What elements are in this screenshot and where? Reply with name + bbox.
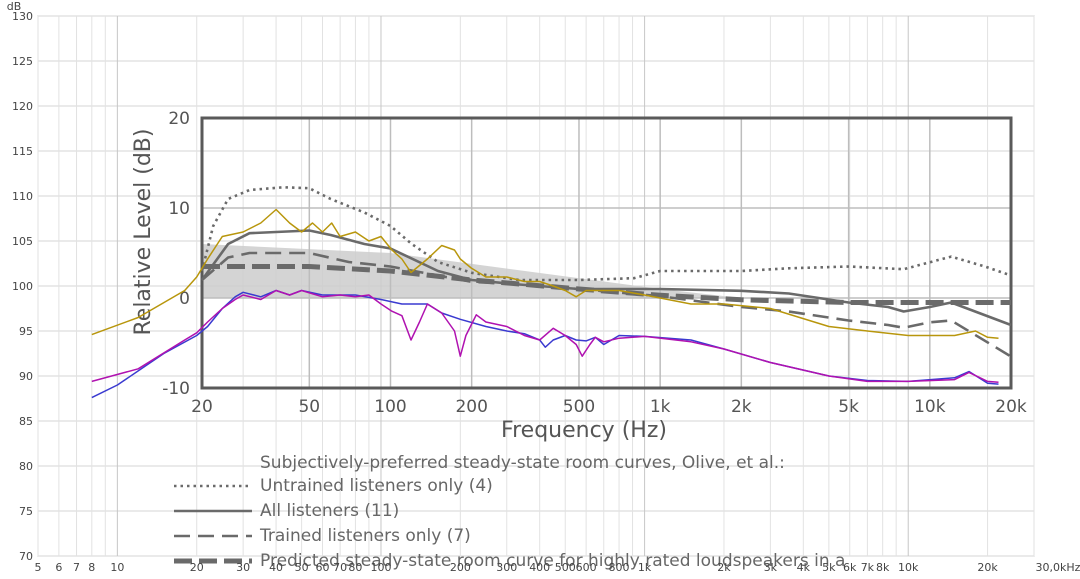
inner-x-tick-label: 1k [650, 397, 671, 417]
outer-y-tick-label: 75 [19, 505, 33, 518]
outer-y-tick-label: 100 [12, 280, 33, 293]
outer-y-tick-label: 120 [12, 100, 33, 113]
outer-x-tick-label: 500 [555, 561, 576, 574]
outer-x-tick-label: 30 [236, 561, 250, 574]
outer-x-tick-label: 6 [55, 561, 62, 574]
legend-label: All listeners (11) [260, 501, 399, 521]
outer-x-tick-label: 6k [843, 561, 857, 574]
inner-x-tick-label: 50 [298, 397, 320, 417]
inner-x-tick-label: 2k [731, 397, 752, 417]
inner-x-axis-label: Frequency (Hz) [501, 418, 667, 443]
outer-x-tick-label: 5 [35, 561, 42, 574]
outer-x-tick-label: 70 [333, 561, 347, 574]
outer-x-tick-label: 4k [797, 561, 811, 574]
outer-x-tick-label: 7k [861, 561, 875, 574]
inner-x-tick-label: 5k [838, 397, 859, 417]
outer-x-tick-label: 80 [348, 561, 362, 574]
outer-x-tick-label: 200 [450, 561, 471, 574]
legend-label: Trained listeners only (7) [259, 526, 471, 546]
measurement-series-0 [91, 208, 999, 339]
inner-x-tick-label: 20k [995, 397, 1027, 417]
outer-x-tick-label: 7 [73, 561, 80, 574]
inner-x-tick-label: 100 [374, 397, 406, 417]
outer-x-tick-label: 20 [190, 561, 204, 574]
outer-x-axis-unit: 30,0kHz [1036, 561, 1080, 574]
outer-y-tick-label: 105 [12, 235, 33, 248]
inner-x-tick-label: 500 [563, 397, 595, 417]
inner-x-tick-label: 20 [191, 397, 213, 417]
outer-y-tick-label: 95 [19, 325, 33, 338]
olive-curve-solid [200, 229, 1012, 327]
inner-y-tick-label: 20 [168, 109, 190, 129]
inner-y-tick-label: 0 [179, 289, 190, 309]
outer-x-tick-label: 8 [88, 561, 95, 574]
outer-x-tick-label: 100 [370, 561, 391, 574]
legend-label: Untrained listeners only (4) [260, 476, 493, 496]
inner-y-tick-label: 10 [168, 199, 190, 219]
measurement-series-2 [91, 289, 999, 384]
outer-x-tick-label: 300 [496, 561, 517, 574]
olive-curve-dotted [200, 186, 1012, 282]
outer-x-tick-label: 60 [315, 561, 329, 574]
outer-x-tick-label: 3k [764, 561, 778, 574]
inner-x-tick-label: 10k [914, 397, 946, 417]
outer-y-tick-label: 80 [19, 460, 33, 473]
outer-x-tick-label: 8k [876, 561, 890, 574]
outer-y-tick-label: 70 [19, 550, 33, 563]
outer-x-tick-label: 800 [609, 561, 630, 574]
outer-y-tick-label: 115 [12, 145, 33, 158]
outer-x-tick-label: 1k [638, 561, 652, 574]
outer-y-tick-label: 130 [12, 10, 33, 23]
outer-y-tick-label: 110 [12, 190, 33, 203]
outer-y-tick-label: 125 [12, 55, 33, 68]
outer-x-tick-label: 40 [269, 561, 283, 574]
outer-x-tick-label: 10 [110, 561, 124, 574]
outer-x-tick-label: 10k [898, 561, 919, 574]
outer-x-tick-label: 20k [977, 561, 998, 574]
inner-plot-frame [200, 116, 1013, 390]
outer-y-axis-unit: dB [7, 0, 22, 13]
inner-y-axis-label: Relative Level (dB) [131, 128, 156, 335]
inner-y-tick-label: -10 [162, 379, 190, 399]
outer-x-tick-label: 50 [295, 561, 309, 574]
outer-y-tick-label: 85 [19, 415, 33, 428]
outer-x-tick-label: 400 [529, 561, 550, 574]
outer-y-tick-label: 90 [19, 370, 33, 383]
olive-curve-thick-dashed [202, 264, 1011, 305]
legend-label: Predicted steady-state room curve for hi… [260, 551, 845, 571]
outer-x-tick-label: 600 [576, 561, 597, 574]
inner-x-tick-label: 200 [455, 397, 487, 417]
legend-title: Subjectively-preferred steady-state room… [260, 453, 785, 473]
outer-x-tick-label: 5k [822, 561, 836, 574]
outer-x-tick-label: 2k [717, 561, 731, 574]
